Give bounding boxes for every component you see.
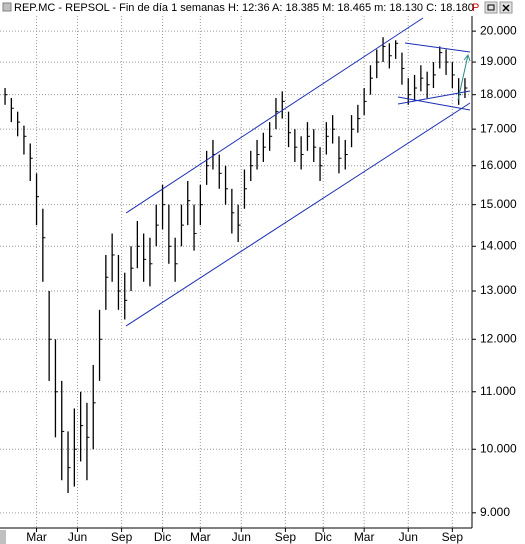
wedge-cross	[397, 90, 471, 105]
wedge-lower	[397, 96, 471, 111]
restore-button[interactable]	[484, 1, 498, 14]
header-icon	[2, 2, 12, 12]
scroll-handle[interactable]	[0, 530, 6, 544]
x-tick-label: Sep	[111, 530, 133, 544]
channel-lower	[125, 102, 471, 327]
projection-arrow	[457, 54, 469, 101]
y-tick-label: 20.000	[480, 23, 517, 37]
channel-upper	[125, 17, 424, 214]
header-bar	[0, 0, 525, 16]
x-tick-label: Jun	[399, 530, 418, 544]
x-tick-label: Sep	[442, 530, 464, 544]
y-tick-label: 9.000	[480, 505, 510, 519]
close-icon	[502, 4, 510, 12]
x-tick-label: Sep	[275, 530, 297, 544]
y-tick-label: 12.000	[480, 331, 517, 345]
y-tick-label: 17.000	[480, 121, 517, 135]
restore-icon	[487, 4, 495, 11]
y-tick-label: 10.000	[480, 441, 517, 455]
wedge-upper	[404, 42, 471, 53]
trend-lines	[125, 17, 471, 327]
y-tick-label: 13.000	[480, 283, 517, 297]
x-tick-label: Dic	[154, 530, 171, 544]
x-tick-label: Dic	[315, 530, 332, 544]
arrow-head	[463, 53, 471, 62]
window-buttons[interactable]	[484, 1, 513, 14]
y-tick-label: 16.000	[480, 158, 517, 172]
x-tick-label: Mar	[190, 530, 211, 544]
chart-title: REP.MC - REPSOL - Fin de día 1 semanas H…	[14, 2, 474, 14]
plot-area	[0, 16, 472, 528]
flag: P	[472, 2, 479, 14]
x-tick-label: Jun	[68, 530, 87, 544]
y-tick-label: 14.000	[480, 238, 517, 252]
x-tick-label: Mar	[354, 530, 375, 544]
y-tick-label: 11.000	[480, 384, 516, 398]
x-tick-label: Mar	[26, 530, 47, 544]
y-tick-label: 15.000	[480, 197, 517, 211]
x-tick-label: Jun	[232, 530, 251, 544]
y-tick-label: 19.000	[480, 54, 517, 68]
y-tick-label: 18.000	[480, 87, 517, 101]
